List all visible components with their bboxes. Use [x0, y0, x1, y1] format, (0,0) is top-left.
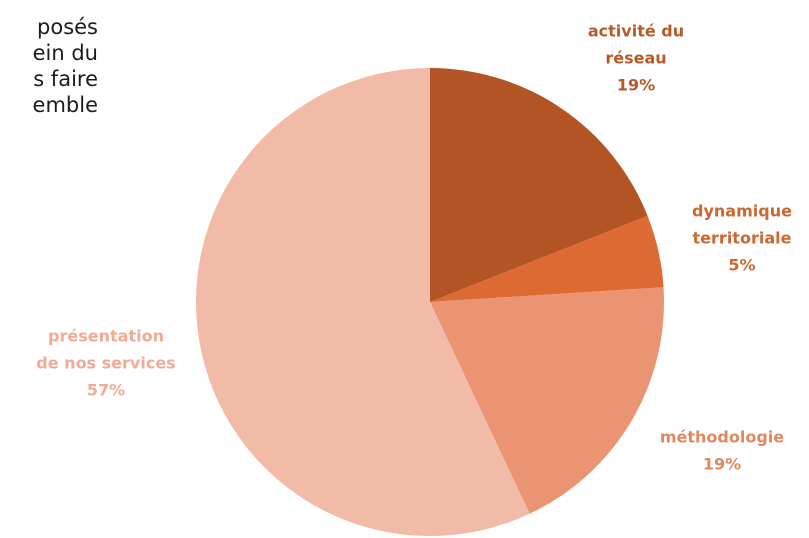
- pie-slice-activite-du-reseau: [430, 68, 648, 302]
- text-line: s faire: [33, 67, 98, 91]
- slice-label-presentation-de-nos-services: de nos services: [36, 354, 175, 373]
- slice-label-methodologie: méthodologie: [660, 428, 784, 447]
- slice-label-activite-du-reseau: réseau: [605, 49, 666, 68]
- slice-percent-label-methodologie: 19%: [703, 455, 741, 474]
- slice-percent-label-dynamique-territoriale: 5%: [728, 256, 755, 275]
- pie-slice-methodologie: [430, 287, 665, 514]
- pie-slices: [195, 68, 665, 536]
- slice-label-presentation-de-nos-services: présentation: [48, 327, 164, 346]
- pie-labels: activité du réseau 19% dynamique territorial…: [36, 22, 792, 474]
- slice-label-dynamique-territoriale: territoriale: [693, 229, 792, 248]
- pie-slice-presentation-de-nos-services: [195, 68, 530, 536]
- text-line: ein du: [32, 41, 98, 65]
- pie-slice-dynamique-territoriale: [430, 215, 664, 302]
- slice-percent-label-presentation-de-nos-services: 57%: [87, 381, 125, 400]
- body-text-fragment: posés ein du s faire emble: [0, 14, 98, 118]
- slice-label-dynamique-territoriale: dynamique: [692, 202, 792, 221]
- slice-label-activite-du-reseau: activité du: [588, 22, 684, 41]
- text-line: posés: [37, 15, 98, 39]
- slice-percent-label-activite-du-reseau: 19%: [617, 76, 655, 95]
- text-line: emble: [32, 93, 98, 117]
